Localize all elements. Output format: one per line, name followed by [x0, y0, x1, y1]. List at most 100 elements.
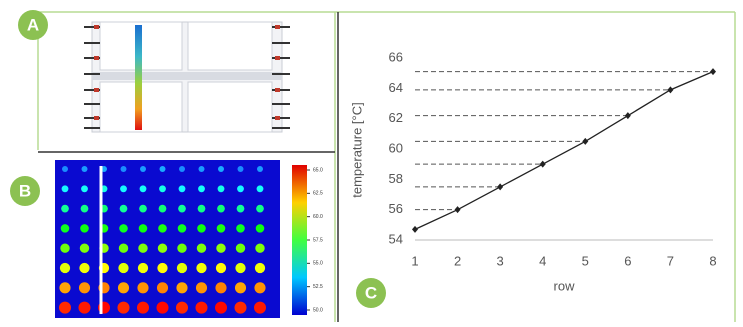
heatmap-spot — [140, 166, 146, 172]
heatmap-spot — [118, 302, 130, 314]
y-tick-label: 56 — [389, 201, 403, 216]
heatmap-spot — [177, 263, 187, 273]
heatmap-background — [55, 160, 280, 318]
heatmap-spot — [139, 205, 147, 213]
heatmap-spot — [257, 166, 263, 172]
heatmap-spot — [176, 302, 188, 314]
heatmap-spot — [80, 243, 89, 252]
heatmap-spot — [198, 205, 206, 213]
heatmap-spot — [82, 166, 88, 172]
heatmap-spot — [118, 282, 129, 293]
x-tick-label: 1 — [411, 253, 418, 268]
heatmap-spot — [137, 282, 148, 293]
heatmap-spot — [79, 282, 90, 293]
heatmap-spot — [81, 205, 89, 213]
heatmap-spot — [179, 185, 186, 192]
heatmap-spot — [159, 205, 167, 213]
heatmap-spot — [217, 224, 226, 233]
heatmap-spot — [218, 166, 224, 172]
heatmap-spot — [198, 185, 205, 192]
heatmap-spot — [199, 166, 205, 172]
heatmap-spot — [138, 263, 148, 273]
heatmap-spot — [215, 282, 226, 293]
heatmap-spot — [60, 243, 69, 252]
heatmap-spot — [256, 205, 264, 213]
x-tick-label: 6 — [624, 253, 631, 268]
heatmap-spot — [197, 224, 206, 233]
heatmap-spot — [120, 185, 127, 192]
heatmap-spot — [177, 243, 186, 252]
heatmap-spot — [256, 224, 265, 233]
data-line — [415, 72, 713, 230]
colorbar-tick-label: 52.5 — [313, 284, 323, 290]
data-point — [625, 112, 631, 119]
y-tick-label: 58 — [389, 171, 403, 186]
heatmap-spot — [119, 243, 128, 252]
x-tick-label: 3 — [497, 253, 504, 268]
heatmap-spot — [196, 302, 208, 314]
heatmap-spot — [196, 263, 206, 273]
panel-label: B — [19, 181, 31, 200]
heatmap-spot — [62, 185, 69, 192]
heatmap-spot — [81, 185, 88, 192]
heatmap-spot — [138, 243, 147, 252]
heatmap-spot — [216, 263, 226, 273]
heatmap-spot — [237, 205, 245, 213]
colorbar-tick-label: 62.5 — [313, 191, 323, 197]
x-axis-label: row — [554, 278, 576, 293]
heatmap-spot — [119, 224, 128, 233]
heatmap-spot — [178, 224, 187, 233]
colorbar-tick-label: 57.5 — [313, 237, 323, 243]
heatmap-spot — [196, 282, 207, 293]
heatmap-spot — [178, 205, 186, 213]
colorbar-ticks: 65.062.560.057.555.052.550.0 — [307, 167, 323, 313]
heatmap-spot — [254, 282, 265, 293]
colorbar-tick-label: 65.0 — [313, 167, 323, 173]
heatmap-spot — [137, 302, 149, 314]
y-tick-label: 60 — [389, 140, 403, 155]
heatmap-spot — [254, 302, 266, 314]
heatmap-spot — [62, 166, 68, 172]
heatmap-spot — [59, 302, 71, 314]
x-tick-label: 2 — [454, 253, 461, 268]
heatmap-spot — [61, 205, 69, 213]
heatmap-spot — [215, 302, 227, 314]
heatmap-spot — [79, 302, 91, 314]
heatmap-spot — [197, 243, 206, 252]
colorbar-tick-label: 50.0 — [313, 307, 323, 313]
heatmap-spot — [218, 185, 225, 192]
data-point — [497, 183, 503, 190]
temperature-strip — [135, 25, 142, 130]
colorbar-tick-label: 55.0 — [313, 261, 323, 267]
heatmap-spot — [216, 243, 225, 252]
heatmap-spot — [158, 243, 167, 252]
data-point — [667, 86, 673, 93]
data-point — [710, 68, 716, 75]
device-schematic — [84, 22, 290, 132]
colorbar — [292, 165, 307, 315]
heatmap-spot — [121, 166, 127, 172]
heatmap-spot — [158, 224, 167, 233]
heatmap-spot — [157, 302, 169, 314]
y-tick-label: 62 — [389, 110, 403, 125]
heatmap-spot — [120, 205, 128, 213]
heatmap-spot — [176, 282, 187, 293]
y-tick-label: 66 — [389, 49, 403, 64]
heatmap-spot — [140, 185, 147, 192]
x-tick-label: 4 — [539, 253, 546, 268]
heatmap-spot — [139, 224, 148, 233]
y-tick-label: 64 — [389, 80, 403, 95]
heatmap-spot — [157, 263, 167, 273]
heatmap-spot — [79, 263, 89, 273]
heatmap-spot — [236, 224, 245, 233]
figure: 65.062.560.057.555.052.550.0 54565860626… — [0, 0, 743, 322]
data-point — [582, 138, 588, 145]
x-tick-label: 5 — [582, 253, 589, 268]
heatmap-spot — [61, 224, 70, 233]
data-point — [455, 206, 461, 213]
heatmap-spot — [237, 185, 244, 192]
x-tick-label: 8 — [709, 253, 716, 268]
panel-label: C — [365, 283, 377, 302]
x-tick-label: 7 — [667, 253, 674, 268]
heatmap-spot — [118, 263, 128, 273]
